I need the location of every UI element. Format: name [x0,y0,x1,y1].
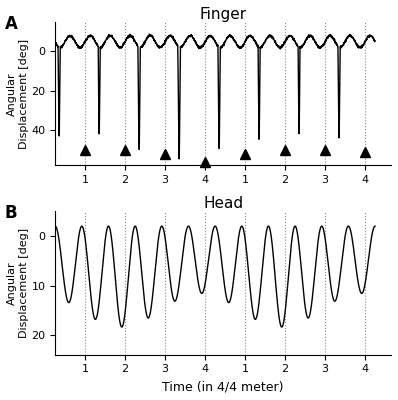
Text: B: B [5,204,18,222]
Y-axis label: Angular
Displacement [deg]: Angular Displacement [deg] [7,228,29,338]
X-axis label: Time (in 4/4 meter): Time (in 4/4 meter) [162,380,284,393]
Title: Finger: Finger [199,7,247,22]
Text: A: A [5,15,18,33]
Y-axis label: Angular
Displacement [deg]: Angular Displacement [deg] [7,39,29,149]
Title: Head: Head [203,196,243,211]
